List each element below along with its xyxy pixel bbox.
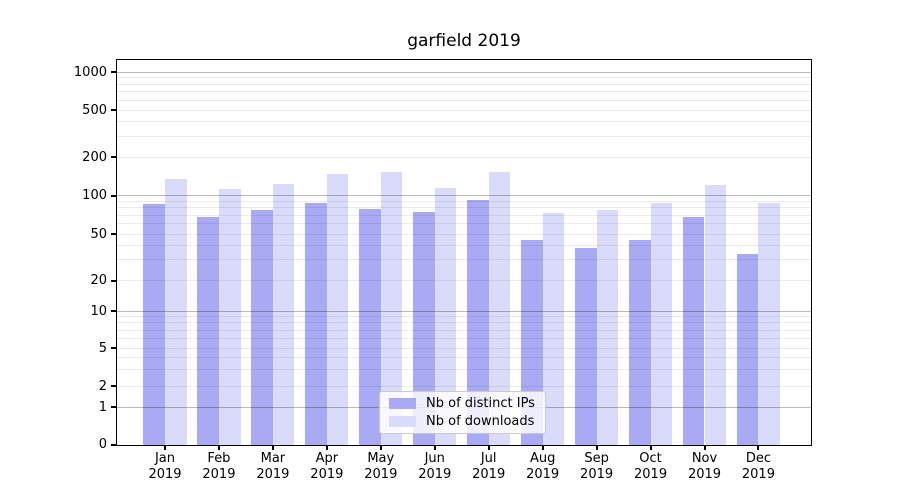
- bar-downloads-dec: [758, 203, 781, 445]
- y-axis-tick: [111, 443, 117, 446]
- x-axis-tick: [541, 446, 544, 450]
- y-axis-tick-label: 1000: [73, 64, 107, 80]
- minor-gridline: [117, 91, 811, 93]
- y-axis-tick: [111, 279, 117, 282]
- y-axis-tick: [111, 310, 117, 312]
- x-axis-tick: [325, 446, 328, 450]
- legend-item-downloads: Nb of downloads: [389, 413, 545, 429]
- x-axis-tick: [433, 446, 436, 450]
- legend-swatch-distinct-ips: [389, 398, 416, 409]
- x-axis-tick-label: Sep 2019: [580, 451, 614, 482]
- y-axis-tick-label: 100: [82, 188, 107, 203]
- minor-gridline: [117, 120, 811, 122]
- x-axis-tick: [595, 446, 598, 450]
- bar-distinct-ips-oct: [628, 240, 651, 445]
- x-axis-tick-label: Apr 2019: [310, 451, 344, 482]
- bar-downloads-apr: [326, 174, 349, 445]
- minor-gridline: [117, 99, 811, 101]
- x-axis-tick: [164, 446, 166, 450]
- bar-downloads-nov: [704, 184, 727, 445]
- bar-distinct-ips-mar: [251, 210, 273, 445]
- bar-distinct-ips-sep: [575, 247, 597, 445]
- y-axis-tick: [111, 385, 117, 387]
- bar-distinct-ips-nov: [682, 216, 705, 445]
- legend: Nb of distinct IPs Nb of downloads: [379, 391, 546, 434]
- chart-title: garfield 2019: [407, 31, 521, 51]
- x-axis-tick-label: May 2019: [364, 451, 398, 482]
- legend-swatch-downloads: [389, 416, 416, 427]
- x-axis-tick-label: Nov 2019: [687, 451, 722, 482]
- y-axis-tick-label: 500: [82, 102, 107, 118]
- x-axis-tick: [487, 446, 490, 450]
- y-axis-tick: [111, 156, 117, 158]
- bar-distinct-ips-may: [359, 209, 381, 445]
- bar-downloads-jun: [434, 187, 457, 445]
- x-axis-tick-label: Dec 2019: [741, 451, 775, 482]
- minor-gridline: [117, 83, 811, 85]
- x-axis-tick-label: Jan 2019: [148, 451, 182, 482]
- bar-distinct-ips-jan: [143, 203, 165, 445]
- minor-gridline: [117, 156, 811, 158]
- y-axis-tick: [111, 406, 117, 408]
- bar-distinct-ips-feb: [197, 216, 219, 445]
- x-axis-tick-label: Feb 2019: [202, 451, 236, 482]
- y-axis-tick-label: 20: [90, 273, 107, 288]
- bar-downloads-may: [380, 171, 403, 445]
- y-axis-tick-label: 2: [98, 378, 107, 394]
- x-axis-tick: [703, 446, 706, 450]
- x-axis-tick-label: Jul 2019: [472, 451, 506, 482]
- bar-downloads-jan: [165, 178, 187, 445]
- bar-downloads-feb: [218, 189, 241, 445]
- y-axis-tick-label: 10: [90, 303, 107, 319]
- legend-item-distinct-ips: Nb of distinct IPs: [389, 395, 545, 411]
- minor-gridline: [117, 135, 811, 137]
- y-axis-tick-label: 1: [98, 399, 107, 415]
- bar-distinct-ips-dec: [736, 253, 759, 445]
- y-axis-tick-label: 0: [98, 437, 107, 452]
- x-axis-tick-label: Jun 2019: [418, 451, 452, 482]
- x-axis-tick-label: Mar 2019: [256, 451, 290, 482]
- y-axis-tick-label: 200: [82, 149, 107, 165]
- bar-downloads-mar: [272, 183, 295, 445]
- minor-gridline: [117, 109, 811, 111]
- y-axis-tick: [111, 109, 117, 111]
- major-gridline: [117, 71, 811, 73]
- bar-downloads-aug: [542, 212, 565, 445]
- minor-gridline: [117, 77, 811, 79]
- bar-distinct-ips-jul: [467, 199, 489, 445]
- bar-downloads-jul: [488, 172, 511, 445]
- y-axis-tick: [111, 347, 117, 349]
- y-axis-tick-label: 5: [98, 340, 107, 356]
- x-axis-tick: [271, 446, 274, 450]
- x-axis-tick: [217, 446, 220, 450]
- y-axis-tick: [111, 194, 117, 197]
- legend-label-distinct-ips: Nb of distinct IPs: [426, 395, 535, 411]
- x-axis-tick-label: Aug 2019: [526, 451, 560, 482]
- bar-downloads-sep: [596, 210, 619, 445]
- bar-distinct-ips-jun: [413, 212, 435, 445]
- legend-label-downloads: Nb of downloads: [426, 413, 535, 429]
- bar-distinct-ips-apr: [305, 203, 327, 445]
- x-axis-tick: [757, 446, 760, 450]
- x-axis-tick: [379, 446, 382, 450]
- x-axis-tick: [649, 446, 652, 450]
- x-axis-tick-label: Oct 2019: [634, 451, 668, 482]
- bar-downloads-oct: [650, 203, 673, 445]
- y-axis-tick: [111, 71, 117, 73]
- y-axis-tick: [111, 233, 117, 235]
- y-axis-tick-label: 50: [90, 226, 107, 242]
